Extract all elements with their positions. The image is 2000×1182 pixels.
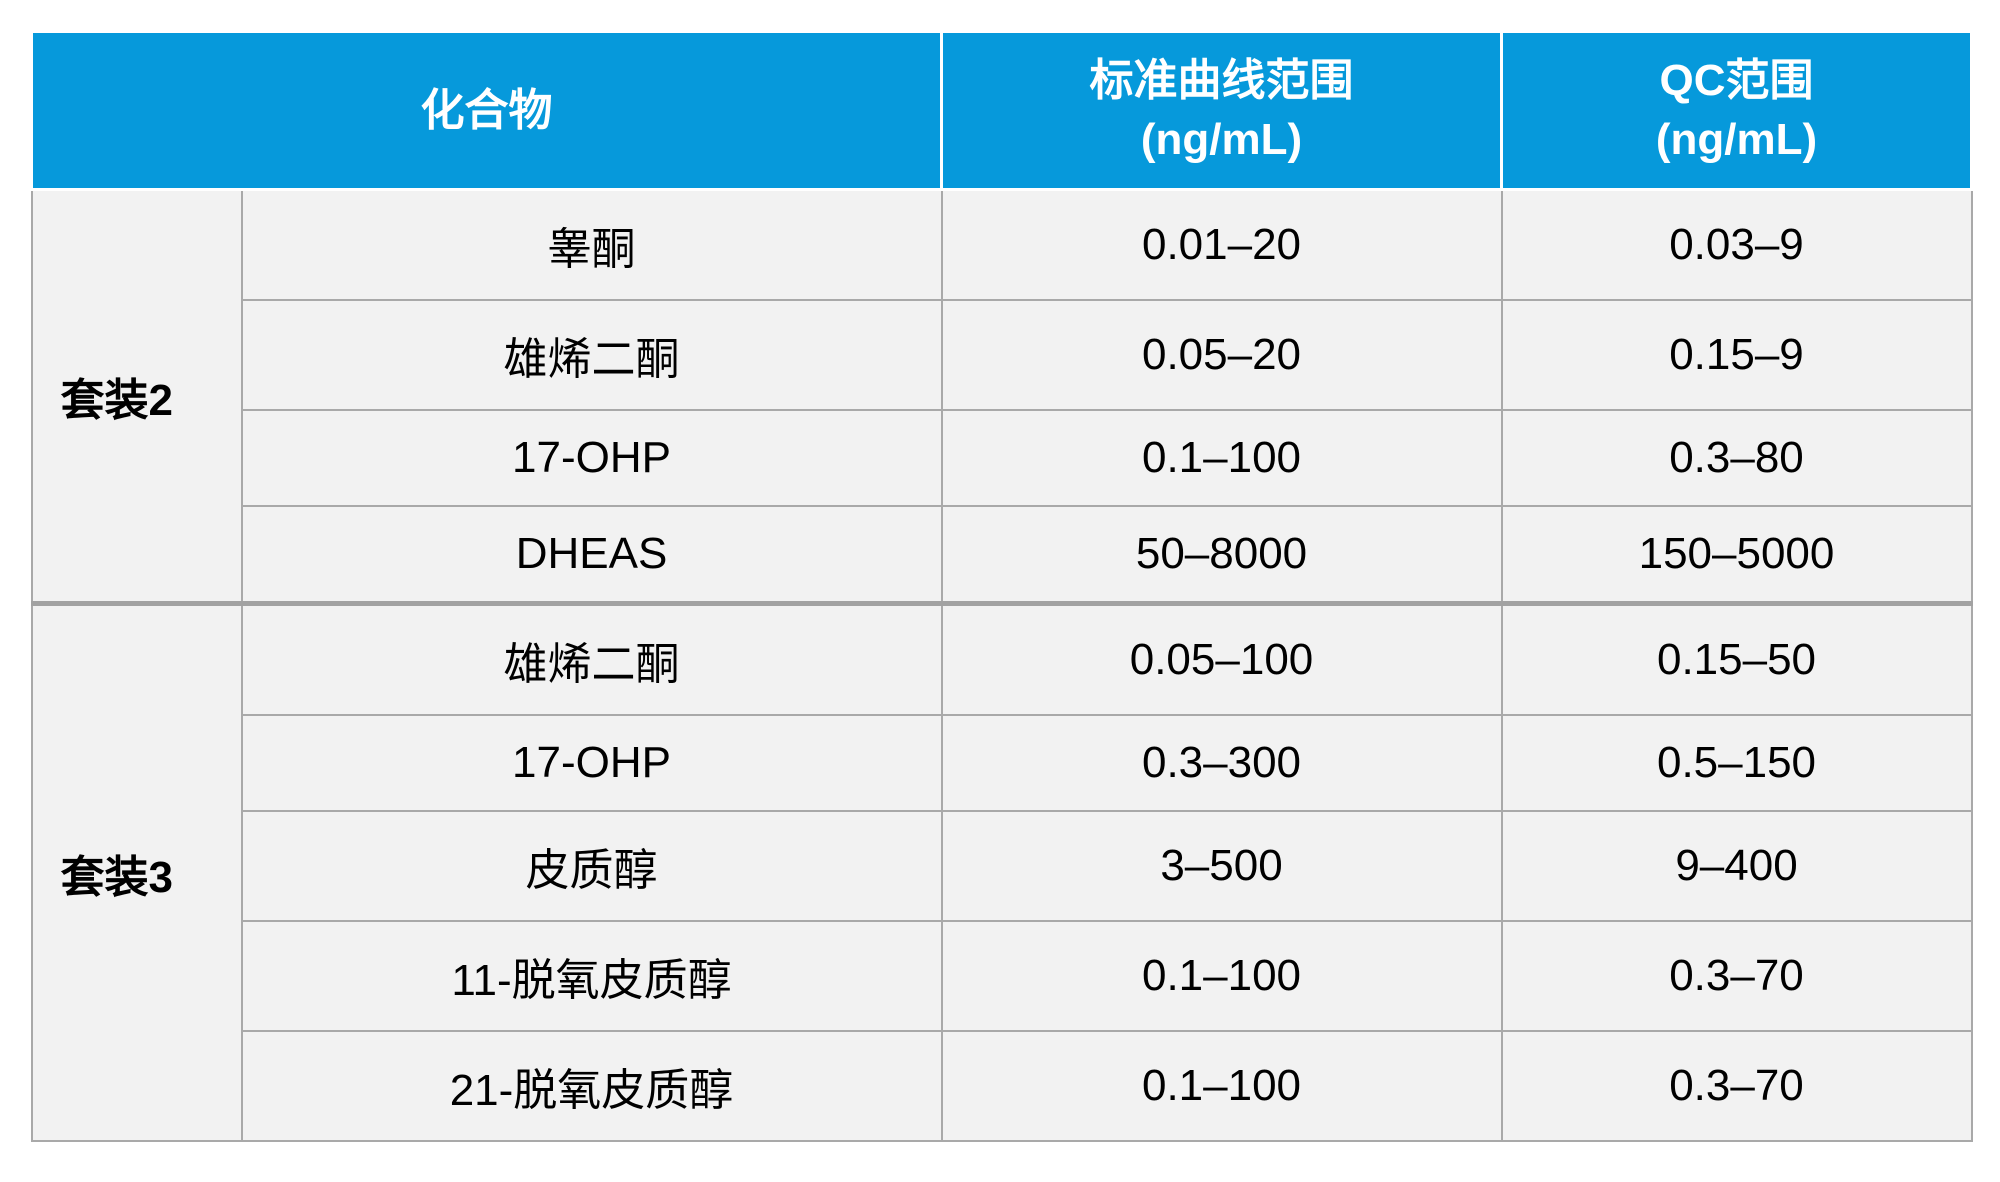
header-compound: 化合物: [32, 32, 942, 190]
header-std-range: 标准曲线范围 (ng/mL): [942, 32, 1502, 190]
compound-cell: 17-OHP: [242, 715, 942, 811]
set-label-cell: 套装2: [32, 189, 242, 603]
header-qc-range-l2: (ng/mL): [1656, 115, 1817, 164]
table-row: 雄烯二酮0.05–200.15–9: [32, 300, 1972, 410]
table-row: 套装3雄烯二酮0.05–1000.15–50: [32, 603, 1972, 715]
std-range-cell: 0.3–300: [942, 715, 1502, 811]
compound-cell: 睾酮: [242, 189, 942, 300]
qc-range-cell: 150–5000: [1502, 506, 1972, 604]
header-compound-label: 化合物: [421, 86, 553, 135]
std-range-cell: 0.05–20: [942, 300, 1502, 410]
set-label-cell: 套装3: [32, 603, 242, 1141]
std-range-cell: 50–8000: [942, 506, 1502, 604]
qc-range-cell: 0.3–70: [1502, 921, 1972, 1031]
compound-cell: 雄烯二酮: [242, 603, 942, 715]
std-range-cell: 0.01–20: [942, 189, 1502, 300]
compound-cell: 皮质醇: [242, 811, 942, 921]
header-qc-range-l1: QC范围: [1660, 56, 1814, 105]
qc-range-cell: 0.3–70: [1502, 1031, 1972, 1141]
table-row: 17-OHP0.1–1000.3–80: [32, 410, 1972, 506]
table-row: 11-脱氧皮质醇0.1–1000.3–70: [32, 921, 1972, 1031]
std-range-cell: 0.1–100: [942, 410, 1502, 506]
table-row: 21-脱氧皮质醇0.1–1000.3–70: [32, 1031, 1972, 1141]
header-std-range-l2: (ng/mL): [1141, 115, 1302, 164]
std-range-cell: 0.05–100: [942, 603, 1502, 715]
compound-cell: DHEAS: [242, 506, 942, 604]
compound-cell: 雄烯二酮: [242, 300, 942, 410]
compound-cell: 17-OHP: [242, 410, 942, 506]
table-row: 皮质醇3–5009–400: [32, 811, 1972, 921]
qc-range-cell: 0.15–9: [1502, 300, 1972, 410]
compound-cell: 11-脱氧皮质醇: [242, 921, 942, 1031]
qc-range-cell: 0.03–9: [1502, 189, 1972, 300]
header-std-range-l1: 标准曲线范围: [1090, 56, 1354, 105]
std-range-cell: 0.1–100: [942, 1031, 1502, 1141]
header-qc-range: QC范围 (ng/mL): [1502, 32, 1972, 190]
compound-range-table: 化合物 标准曲线范围 (ng/mL) QC范围 (ng/mL) 套装2睾酮0.0…: [30, 30, 1973, 1142]
qc-range-cell: 0.5–150: [1502, 715, 1972, 811]
std-range-cell: 0.1–100: [942, 921, 1502, 1031]
table-row: DHEAS50–8000150–5000: [32, 506, 1972, 604]
table-body: 套装2睾酮0.01–200.03–9雄烯二酮0.05–200.15–917-OH…: [32, 189, 1972, 1141]
table-header-row: 化合物 标准曲线范围 (ng/mL) QC范围 (ng/mL): [32, 32, 1972, 190]
std-range-cell: 3–500: [942, 811, 1502, 921]
table-row: 17-OHP0.3–3000.5–150: [32, 715, 1972, 811]
compound-cell: 21-脱氧皮质醇: [242, 1031, 942, 1141]
qc-range-cell: 9–400: [1502, 811, 1972, 921]
qc-range-cell: 0.15–50: [1502, 603, 1972, 715]
qc-range-cell: 0.3–80: [1502, 410, 1972, 506]
table-row: 套装2睾酮0.01–200.03–9: [32, 189, 1972, 300]
